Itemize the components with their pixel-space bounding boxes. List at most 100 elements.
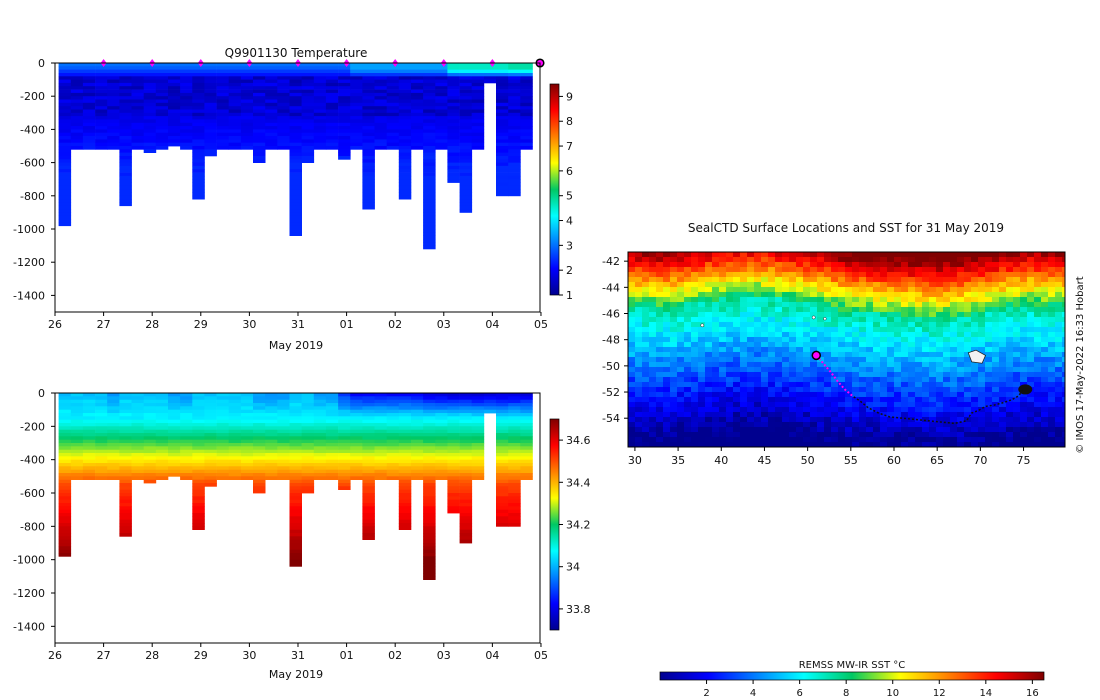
section-cell xyxy=(216,433,230,437)
section-cell xyxy=(216,406,230,410)
sst-cell xyxy=(950,432,958,438)
sst-cell xyxy=(992,357,1000,363)
sst-cell xyxy=(880,302,888,308)
sst-cell xyxy=(1013,282,1021,288)
section-cell xyxy=(82,122,96,127)
sst-cell xyxy=(901,307,909,313)
section-cell xyxy=(435,99,448,104)
sst-cell xyxy=(1034,347,1042,353)
sst-cell xyxy=(852,427,860,433)
sst-cell xyxy=(901,287,909,293)
sst-cell xyxy=(1027,417,1035,423)
sst-cell xyxy=(803,362,811,368)
section-cell xyxy=(374,116,387,120)
section-cell xyxy=(107,423,120,427)
section-cell xyxy=(435,449,448,454)
section-cell xyxy=(398,479,412,484)
section-cell xyxy=(119,139,132,144)
section-cell xyxy=(168,109,181,114)
sst-cell xyxy=(670,257,678,263)
sst-cell xyxy=(985,297,993,303)
sst-cell xyxy=(663,432,671,438)
sst-cell xyxy=(1055,322,1063,328)
section-cell xyxy=(435,436,448,440)
section-cell xyxy=(131,96,144,100)
sst-cell xyxy=(1027,282,1035,288)
section-cell xyxy=(95,122,108,127)
section-cell xyxy=(435,413,448,417)
section-cell xyxy=(289,433,302,437)
section-cell xyxy=(459,132,473,137)
sst-cell xyxy=(985,357,993,363)
section-cell xyxy=(70,446,84,450)
section-cell xyxy=(447,92,460,97)
section-cell xyxy=(411,63,424,67)
section-cell xyxy=(82,413,96,417)
sst-cell xyxy=(1027,342,1035,348)
section-cell xyxy=(168,399,181,404)
sst-cell xyxy=(1062,252,1065,258)
section-cell xyxy=(277,146,290,150)
section-cell xyxy=(325,413,339,417)
section-cell xyxy=(398,486,412,490)
sst-cell xyxy=(628,262,636,268)
sst-cell xyxy=(761,342,769,348)
sst-cell xyxy=(964,427,972,433)
sst-cell xyxy=(999,262,1007,268)
section-cell xyxy=(58,496,72,500)
section-cell xyxy=(289,79,302,84)
sst-cell xyxy=(747,397,755,403)
section-cell xyxy=(289,483,302,487)
sst-cell xyxy=(719,322,727,328)
sst-cell xyxy=(642,387,650,393)
sst-cell xyxy=(810,337,818,343)
section-cell xyxy=(240,69,254,74)
section-cell xyxy=(289,136,302,140)
sst-cell xyxy=(915,412,923,418)
section-cell xyxy=(119,86,132,90)
section-cell xyxy=(496,409,509,414)
sst-cell xyxy=(957,312,965,318)
section-cell xyxy=(447,466,460,470)
sst-cell xyxy=(901,262,909,268)
sst-cell xyxy=(705,392,713,398)
sst-cell xyxy=(628,367,636,373)
section-cell xyxy=(277,116,290,120)
sst-cell xyxy=(817,332,825,338)
section-cell xyxy=(228,99,242,104)
sst-cell xyxy=(908,332,916,338)
sst-cell xyxy=(1055,267,1063,273)
section-cell xyxy=(82,69,96,74)
section-cell xyxy=(374,73,387,77)
sst-cell xyxy=(733,287,741,293)
section-cell xyxy=(168,66,181,70)
section-cell xyxy=(435,96,448,100)
sst-cell xyxy=(635,347,643,353)
section-cell xyxy=(471,126,485,130)
section-cell xyxy=(253,446,266,450)
section-cell xyxy=(362,419,375,424)
section-cell xyxy=(107,443,120,447)
section-cell xyxy=(447,439,460,444)
section-cell xyxy=(520,86,533,90)
section-cell xyxy=(240,109,254,114)
section-cell xyxy=(350,99,363,104)
section-cell xyxy=(447,449,460,454)
section-cell xyxy=(131,416,144,420)
sst-cell xyxy=(642,317,650,323)
section-cell xyxy=(301,66,315,70)
section-cell xyxy=(447,126,460,130)
sst-cell xyxy=(726,422,734,428)
sst-cell xyxy=(768,397,776,403)
section-cell xyxy=(155,476,169,480)
section-cell xyxy=(192,159,205,163)
sst-cell xyxy=(838,297,846,303)
section-cell xyxy=(301,399,315,404)
sst-cell xyxy=(698,402,706,408)
section-cell xyxy=(411,146,424,150)
section-cell xyxy=(228,429,242,434)
section-cell xyxy=(374,429,387,434)
sst-cell xyxy=(754,377,762,383)
section-cell xyxy=(58,139,72,144)
section-cell xyxy=(216,129,230,134)
